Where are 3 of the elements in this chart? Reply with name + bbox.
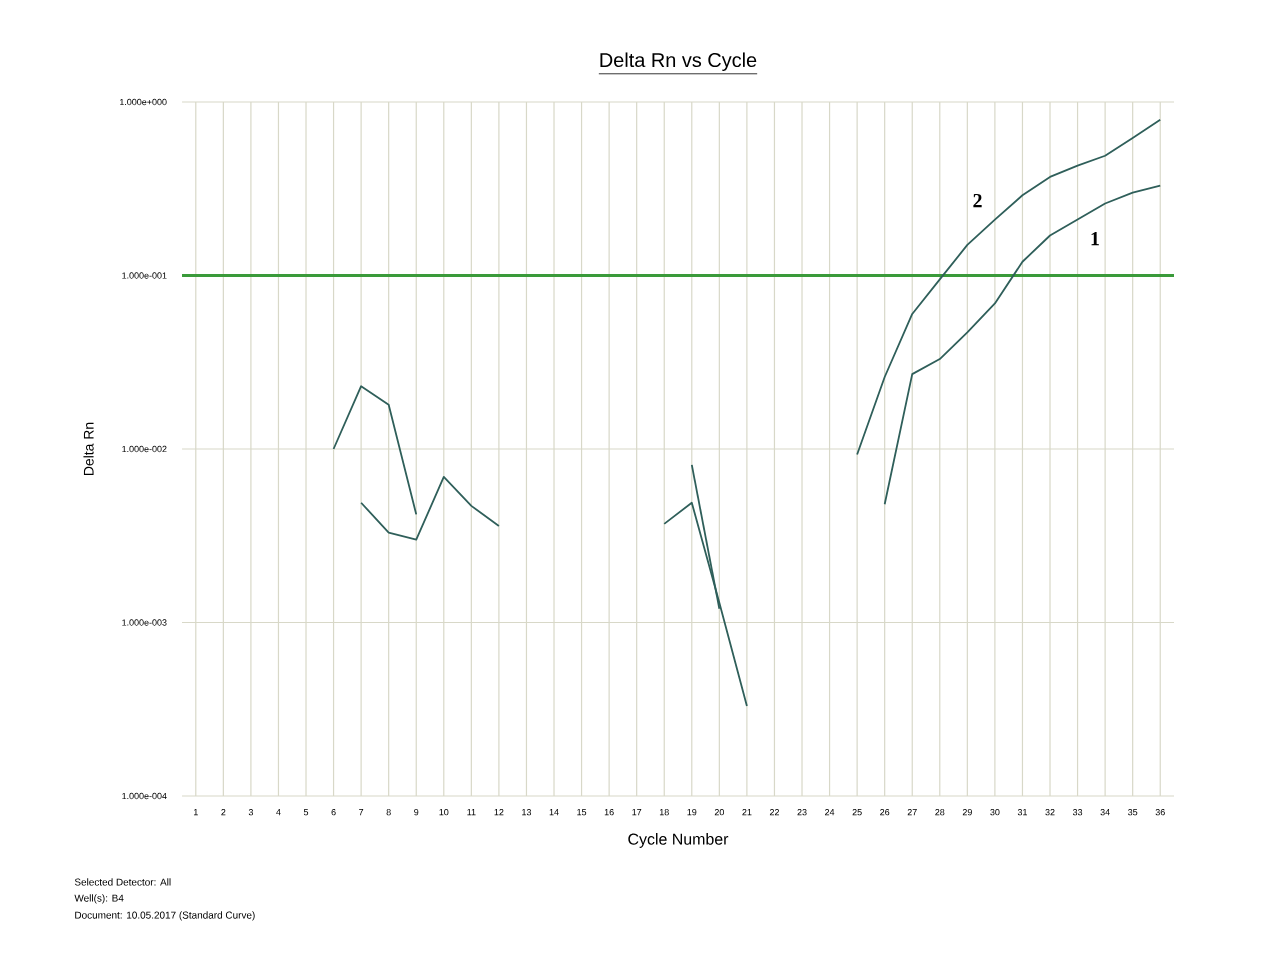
- series-label: 1: [1091, 231, 1099, 246]
- series-label: 2: [973, 194, 982, 208]
- chart-title: Delta Rn vs Cycle: [600, 52, 757, 71]
